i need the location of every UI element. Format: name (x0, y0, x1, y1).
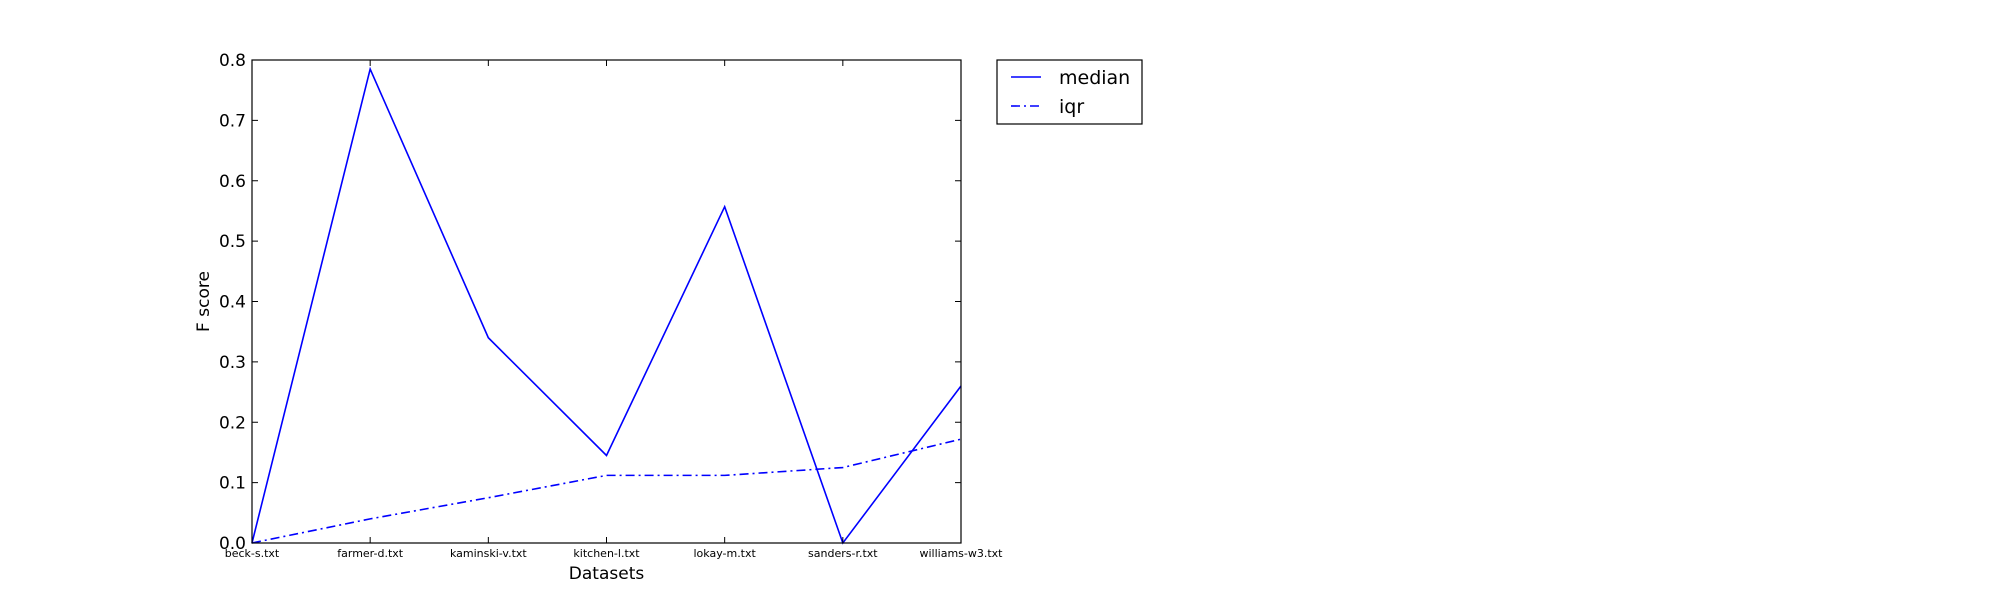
y-axis-label: F score (194, 271, 214, 332)
x-tick-label: sanders-r.txt (808, 547, 878, 560)
x-tick-label: kitchen-l.txt (573, 547, 640, 560)
series-line-iqr (251, 438, 962, 544)
legend-box (996, 59, 1143, 125)
x-tick-label: beck-s.txt (225, 547, 280, 560)
y-tick-label: 0.5 (219, 232, 246, 252)
y-tick-label: 0.4 (219, 293, 246, 313)
legend-label-iqr: iqr (1059, 96, 1084, 118)
x-tick-label: farmer-d.txt (337, 547, 404, 560)
y-tick-label: 0.1 (219, 474, 246, 494)
y-tick-label: 0.7 (219, 111, 246, 131)
y-tick-label: 0.6 (219, 172, 246, 192)
y-tick-label: 0.2 (219, 413, 246, 433)
y-tick-label: 0.8 (219, 51, 246, 71)
x-tick-label: lokay-m.txt (693, 547, 756, 560)
legend-label-median: median (1059, 67, 1130, 89)
legend: median iqr (996, 59, 1143, 125)
y-tick-label: 0.0 (219, 534, 246, 554)
x-tick-label: williams-w3.txt (919, 547, 1003, 560)
ticks-layer: 0.0 0.1 0.2 0.3 0.4 0.5 0.6 0.7 0.8 beck-s.txt far… (219, 51, 1003, 560)
x-tick-label: kaminski-v.txt (450, 547, 527, 560)
y-tick-label: 0.3 (219, 353, 246, 373)
x-axis-label: Datasets (569, 564, 645, 584)
